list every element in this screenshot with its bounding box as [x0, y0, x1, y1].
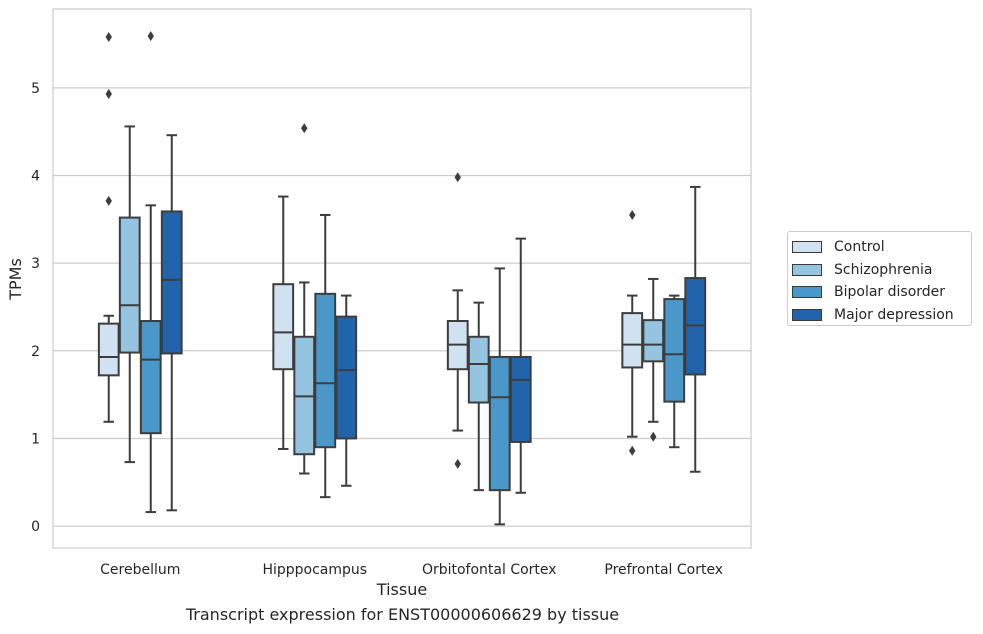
x-axis-label: Tissue [376, 580, 427, 599]
y-tick-label: 1 [31, 431, 40, 447]
x-tick-label: Cerebellum [100, 562, 180, 578]
legend-item-bipolar-disorder: Bipolar disorder [792, 281, 971, 304]
y-tick-label: 0 [31, 519, 40, 535]
legend-label-schizophrenia: Schizophrenia [834, 261, 933, 278]
legend-swatch-major-depression [792, 308, 822, 321]
y-tick-labels: 0 1 2 3 4 5 [31, 81, 40, 535]
outlier-point [629, 445, 636, 456]
box [314, 292, 337, 449]
box [642, 319, 665, 363]
x-tick-labels: Cerebellum Hipppocampus Orbitofontal Corte… [100, 562, 723, 578]
outlier-point [105, 89, 112, 100]
outlier-point [147, 31, 154, 42]
chart-caption: Transcript expression for ENST0000060662… [185, 605, 620, 624]
box [335, 315, 358, 440]
x-tick-label: Prefrontal Cortex [604, 562, 723, 578]
box [97, 322, 120, 377]
legend-label-control: Control [834, 239, 885, 256]
legend-swatch-control [792, 241, 822, 254]
legend-item-control: Control [792, 236, 971, 259]
box [509, 355, 532, 443]
x-tick-label: Orbitofontal Cortex [422, 562, 557, 578]
outlier-point [301, 123, 308, 134]
legend: Control Schizophrenia Bipolar disorder M… [787, 231, 972, 326]
box [488, 355, 511, 492]
legend-swatch-bipolar-disorder [792, 286, 822, 299]
box [663, 298, 686, 403]
y-tick-label: 3 [31, 256, 40, 272]
y-tick-label: 5 [31, 81, 40, 97]
box [118, 216, 141, 354]
outlier-point [650, 431, 657, 442]
legend-label-major-depression: Major depression [834, 306, 954, 323]
x-tick-label: Hipppocampus [262, 562, 367, 578]
y-axis-label: TPMs [6, 258, 25, 301]
outlier-point [454, 172, 461, 183]
plot-frame [52, 8, 752, 549]
box [621, 312, 644, 369]
outlier-point [105, 195, 112, 206]
box [272, 283, 295, 371]
box [467, 335, 490, 404]
legend-item-major-depression: Major depression [792, 304, 971, 327]
box [160, 210, 183, 355]
plot-background [53, 9, 751, 548]
box [139, 320, 162, 435]
outlier-point [454, 458, 461, 469]
legend-label-bipolar-disorder: Bipolar disorder [834, 284, 946, 301]
legend-swatch-schizophrenia [792, 263, 822, 276]
outlier-point [105, 32, 112, 43]
legend-item-schizophrenia: Schizophrenia [792, 259, 971, 282]
outlier-point [629, 209, 636, 220]
box-plot-marks [97, 31, 707, 526]
y-tick-label: 4 [31, 169, 40, 185]
y-tick-label: 2 [31, 344, 40, 360]
